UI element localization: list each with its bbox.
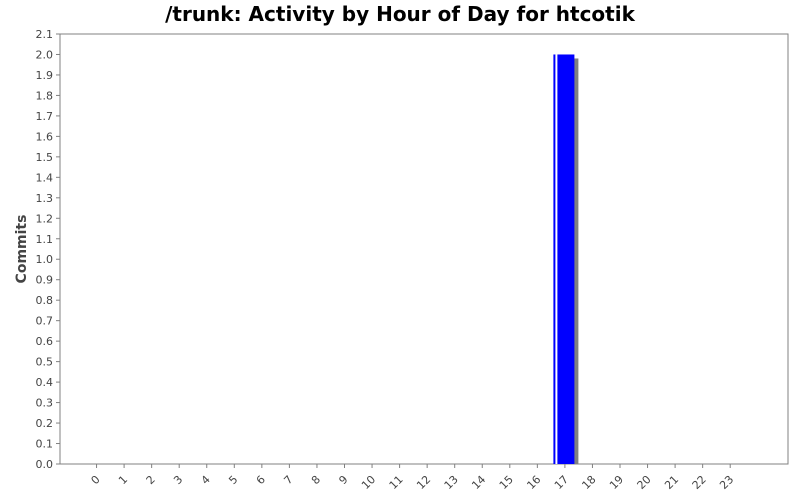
x-tick-label: 16: [524, 473, 543, 492]
y-tick-label: 0.5: [36, 356, 54, 369]
x-tick-label: 5: [226, 473, 240, 487]
x-tick-label: 2: [144, 473, 158, 487]
y-axis: 0.0 0.1 0.2 0.3 0.4 0.5 0.6 0.7 0.8 0.9 1.0 1.1 1.2 1…: [36, 28, 60, 471]
y-tick-label: 0.0: [36, 458, 54, 471]
x-tick-label: 14: [469, 473, 488, 492]
y-tick-label: 2.1: [36, 28, 54, 41]
bars: [553, 54, 579, 464]
x-tick-label: 20: [635, 473, 654, 492]
y-tick-label: 0.9: [36, 274, 54, 287]
y-tick-label: 1.8: [36, 89, 54, 102]
x-tick-label: 8: [309, 473, 323, 487]
x-tick-label: 15: [497, 473, 516, 492]
y-tick-label: 0.1: [36, 438, 54, 451]
x-tick-label: 3: [171, 473, 185, 487]
y-tick-label: 1.9: [36, 69, 54, 82]
y-tick-label: 0.8: [36, 294, 54, 307]
x-tick-label: 13: [442, 473, 461, 492]
plot-area: [59, 33, 789, 465]
y-tick-label: 0.6: [36, 335, 54, 348]
x-tick-label: 4: [199, 473, 213, 487]
x-axis: 0 1 2 3 4 5 6 7 8 9 10 11 12 13 14 15 16 17 18 19 20 21 22 23: [89, 464, 736, 492]
x-tick-label: 6: [254, 473, 268, 487]
x-tick-label: 0: [89, 473, 103, 487]
y-tick-label: 1.0: [36, 253, 54, 266]
y-tick-label: 1.7: [36, 110, 54, 123]
x-tick-label: 11: [387, 473, 406, 492]
y-axis-label: Commits: [14, 215, 30, 284]
x-tick-label: 23: [717, 473, 736, 492]
y-tick-label: 1.5: [36, 151, 54, 164]
y-tick-label: 0.7: [36, 315, 54, 328]
x-tick-label: 10: [359, 473, 378, 492]
chart-title: /trunk: Activity by Hour of Day for htco…: [165, 2, 635, 26]
x-tick-label: 21: [662, 473, 681, 492]
y-tick-label: 1.1: [36, 233, 54, 246]
x-tick-label: 22: [690, 473, 709, 492]
y-tick-label: 0.3: [36, 397, 54, 410]
x-tick-label: 7: [281, 473, 295, 487]
x-tick-label: 9: [336, 473, 350, 487]
x-tick-label: 12: [414, 473, 433, 492]
bar-highlight: [555, 54, 558, 464]
bar-hour-17: [553, 54, 575, 464]
y-tick-label: 1.3: [36, 192, 54, 205]
y-tick-label: 1.2: [36, 212, 54, 225]
y-tick-label: 0.4: [36, 376, 54, 389]
x-tick-label: 19: [607, 473, 626, 492]
x-tick-label: 1: [116, 473, 130, 487]
x-tick-label: 17: [552, 473, 571, 492]
y-tick-label: 2.0: [36, 48, 54, 61]
y-tick-label: 0.2: [36, 417, 54, 430]
y-tick-label: 1.4: [36, 171, 54, 184]
x-tick-label: 18: [579, 473, 598, 492]
y-tick-label: 1.6: [36, 130, 54, 143]
